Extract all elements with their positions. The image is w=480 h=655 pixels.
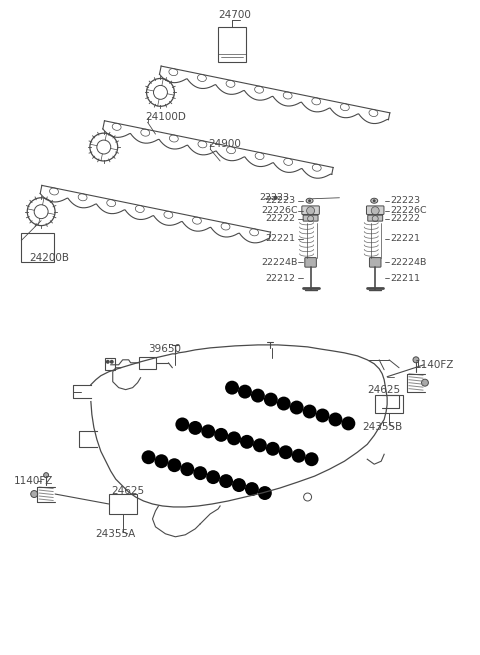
Circle shape — [279, 445, 293, 459]
Text: 24900: 24900 — [208, 139, 241, 149]
Text: 24700: 24700 — [218, 10, 251, 20]
Bar — [139, 357, 156, 369]
Text: 39650: 39650 — [148, 344, 181, 354]
Text: 22222: 22222 — [390, 214, 420, 223]
Text: 22224B: 22224B — [261, 258, 297, 267]
Bar — [109, 494, 137, 514]
Bar — [21, 233, 54, 263]
Text: 24200B: 24200B — [29, 253, 69, 263]
Text: 22223: 22223 — [265, 196, 295, 205]
Circle shape — [264, 392, 278, 407]
Circle shape — [277, 396, 291, 411]
Circle shape — [180, 462, 194, 476]
Circle shape — [188, 421, 202, 435]
Text: 22226C: 22226C — [390, 206, 427, 215]
Bar — [218, 27, 246, 62]
Circle shape — [251, 388, 265, 403]
Circle shape — [274, 196, 278, 200]
FancyBboxPatch shape — [368, 215, 383, 221]
Circle shape — [302, 405, 316, 419]
Circle shape — [225, 381, 239, 394]
Circle shape — [307, 207, 314, 215]
Bar — [375, 394, 403, 413]
Circle shape — [421, 379, 429, 386]
Circle shape — [110, 360, 114, 364]
Circle shape — [206, 470, 220, 484]
Text: 24625: 24625 — [111, 486, 144, 496]
Circle shape — [240, 435, 254, 449]
FancyBboxPatch shape — [366, 206, 384, 214]
Circle shape — [290, 401, 304, 415]
Circle shape — [227, 432, 241, 445]
Circle shape — [341, 417, 355, 430]
Ellipse shape — [371, 198, 378, 203]
Circle shape — [142, 450, 156, 464]
FancyBboxPatch shape — [370, 257, 381, 267]
Circle shape — [308, 199, 311, 202]
Circle shape — [193, 466, 207, 480]
Circle shape — [31, 491, 37, 498]
Text: 22221: 22221 — [390, 234, 420, 243]
Circle shape — [413, 357, 419, 363]
Text: 22223: 22223 — [259, 193, 289, 202]
Circle shape — [175, 417, 189, 432]
Circle shape — [371, 207, 379, 215]
Text: 22223: 22223 — [390, 196, 420, 205]
Circle shape — [315, 409, 329, 422]
Circle shape — [328, 413, 342, 426]
Circle shape — [266, 442, 280, 456]
Circle shape — [155, 455, 168, 468]
Circle shape — [258, 486, 272, 500]
Text: 1140FZ: 1140FZ — [415, 360, 455, 370]
Text: 24355A: 24355A — [95, 529, 135, 539]
Circle shape — [238, 384, 252, 399]
FancyBboxPatch shape — [305, 257, 316, 267]
Circle shape — [219, 474, 233, 488]
Circle shape — [373, 199, 376, 202]
Text: 22212: 22212 — [265, 274, 295, 283]
Circle shape — [214, 428, 228, 442]
Text: 22222: 22222 — [265, 214, 295, 223]
Circle shape — [245, 482, 259, 496]
Ellipse shape — [306, 198, 313, 203]
Text: 24355B: 24355B — [362, 422, 403, 432]
Bar — [105, 358, 115, 370]
Circle shape — [168, 458, 181, 472]
Circle shape — [305, 452, 319, 466]
Text: 1140FZ: 1140FZ — [13, 476, 53, 486]
Text: 24625: 24625 — [367, 384, 400, 395]
Text: 22221: 22221 — [265, 234, 295, 243]
Circle shape — [253, 438, 267, 452]
Text: 22211: 22211 — [390, 274, 420, 283]
FancyBboxPatch shape — [303, 215, 318, 221]
FancyBboxPatch shape — [302, 206, 319, 214]
Circle shape — [232, 478, 246, 492]
Text: 22226C: 22226C — [261, 206, 298, 215]
Circle shape — [106, 360, 110, 364]
Circle shape — [292, 449, 306, 462]
Circle shape — [44, 473, 48, 477]
Text: 24100D: 24100D — [145, 112, 186, 122]
Circle shape — [201, 424, 215, 438]
Text: 22224B: 22224B — [390, 258, 427, 267]
